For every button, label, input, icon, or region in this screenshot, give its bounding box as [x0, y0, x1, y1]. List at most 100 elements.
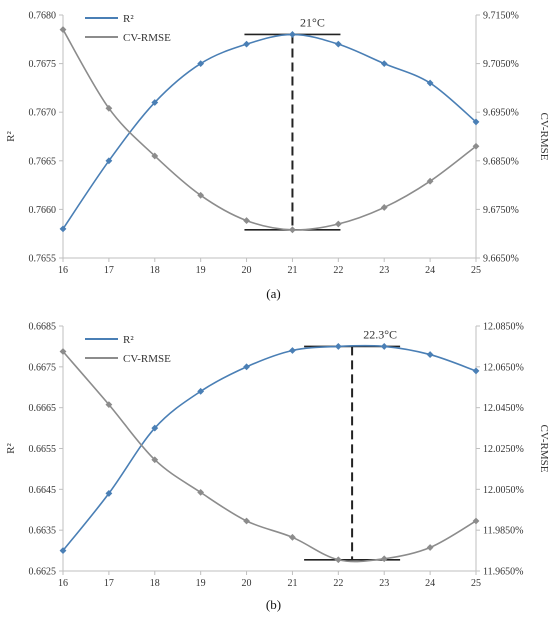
panel-b-cvrmse-point: [151, 456, 159, 464]
panel-a-r2-point: [472, 118, 480, 126]
panel-b-cvrmse-point: [289, 533, 296, 541]
panel-b-r2-point: [472, 367, 480, 375]
panel-b-y2-tick-label: 12.0250%: [483, 444, 524, 455]
panel-b-x-tick-label: 23: [379, 578, 389, 589]
panel-a-cvrmse-point: [472, 142, 480, 150]
panel-b-x-tick-label: 25: [471, 578, 481, 589]
panel-a-y2-tick-label: 9.6950%: [483, 108, 519, 119]
panel-b-cvrmse-point: [197, 488, 205, 496]
panel-a-cvrmse-point: [380, 204, 388, 211]
panel-a-cvrmse-point: [151, 152, 159, 160]
panel-b-y-tick-label: 0.6665: [29, 403, 57, 414]
panel-b-legend-cvrmse-label: CV-RMSE: [123, 353, 171, 365]
panel-a-r2-point: [380, 60, 388, 67]
panel-a-cvrmse-point: [289, 226, 296, 234]
panel-a-y2-tick-label: 9.7150%: [483, 11, 519, 22]
panel-b-x-tick-label: 21: [287, 578, 297, 589]
panel-a-cvrmse-point: [59, 26, 67, 33]
panel-b-y-tick-label: 0.6655: [29, 444, 57, 455]
panel-a-sublabel: (a): [266, 286, 280, 301]
panel-b-r2-point: [243, 363, 250, 371]
panel-b-x-tick-label: 18: [150, 578, 160, 589]
panel-b-y2-tick-label: 12.0050%: [483, 485, 524, 496]
panel-a-cvrmse-point: [334, 220, 342, 228]
panel-a-cvrmse-point: [197, 191, 205, 199]
panel-b-cvrmse-point: [380, 555, 388, 563]
panel-b-r2-line: [62, 344, 477, 552]
panel-b-cvrmse-point: [243, 517, 250, 525]
panel-b-r2-point: [380, 343, 388, 350]
panel-a-y-tick-label: 0.7670: [29, 108, 57, 119]
panel-a-x-tick-label: 23: [379, 265, 389, 276]
panel-a-y-tick-label: 0.7680: [29, 11, 57, 22]
panel-b-cvrmse-line: [62, 350, 477, 563]
panel-a-cvrmse-point: [105, 104, 113, 112]
panel-a-r2-point: [334, 40, 342, 48]
panel-b-sublabel: (b): [266, 597, 281, 612]
panel-a-cvrmse-point: [243, 217, 250, 224]
panel-a-legend-cvrmse-label: CV-RMSE: [123, 32, 171, 44]
panel-a-x-tick-label: 22: [333, 265, 343, 276]
panel-b-y-tick-label: 0.6645: [29, 485, 57, 496]
panel-a-x-tick-label: 18: [150, 265, 160, 276]
panel-a-r2-point: [105, 157, 113, 165]
panel-b-y2-axis-title: CV-RMSE: [538, 425, 550, 473]
panel-a-r2-point: [59, 225, 67, 233]
panel-b-x-tick-label: 20: [242, 578, 252, 589]
panel-a-y2-axis-title: CV-RMSE: [538, 113, 550, 161]
panel-a-x-tick-label: 21: [287, 265, 297, 276]
panel-b-y-tick-label: 0.6685: [29, 322, 57, 333]
panel-b-x-tick-label: 16: [58, 578, 68, 589]
panel-a-y-axis-title: R²: [5, 130, 17, 141]
panel-b-r2-point: [151, 424, 159, 432]
panel-a-x-tick-label: 20: [242, 265, 252, 276]
panel-b-y2-tick-label: 11.9650%: [483, 567, 523, 578]
panel-a-y2-tick-label: 9.6750%: [483, 205, 519, 216]
panel-b-r2-point: [59, 547, 67, 554]
panel-b-r2-point: [426, 351, 434, 358]
panel-b-y2-tick-label: 12.0850%: [483, 322, 524, 333]
panel-a-r2-point: [243, 40, 250, 48]
panel-a-r2-point: [289, 31, 296, 38]
panel-a-optimum-annotation: 21°C: [300, 15, 325, 29]
panel-a-y-tick-label: 0.7675: [29, 59, 57, 70]
panel-a-r2-point: [426, 79, 434, 87]
panel-a-y2-tick-label: 9.6850%: [483, 156, 519, 167]
panel-a-x-tick-label: 17: [104, 265, 114, 276]
panel-a-x-tick-label: 24: [425, 265, 435, 276]
panel-b-cvrmse-point: [472, 517, 480, 525]
panel-b-cvrmse-point: [105, 401, 113, 409]
panel-b-r2-point: [105, 490, 113, 497]
panel-b-r2-point: [334, 343, 342, 350]
panel-a-cvrmse-line: [62, 29, 477, 231]
panel-b-optimum-annotation: 22.3°C: [363, 327, 397, 341]
panel-b-x-tick-label: 19: [196, 578, 206, 589]
panel-b-x-tick-label: 17: [104, 578, 114, 589]
panel-a-r2-point: [151, 99, 159, 106]
panel-b-y2-tick-label: 12.0450%: [483, 403, 524, 414]
panel-a-y-tick-label: 0.7660: [29, 205, 57, 216]
panel-b-r2-point: [197, 387, 205, 395]
panel-a-r2-point: [197, 60, 205, 67]
panel-a-y2-tick-label: 9.6650%: [483, 254, 519, 265]
panel-a-x-tick-label: 25: [471, 265, 481, 276]
panel-a-y2-tick-label: 9.7050%: [483, 59, 519, 70]
panel-a-r2-line: [62, 33, 477, 230]
panel-b-cvrmse-point: [59, 348, 67, 355]
panel-b-x-tick-label: 22: [333, 578, 343, 589]
panel-b-y-tick-label: 0.6635: [29, 526, 57, 537]
panel-b-cvrmse-point: [426, 544, 434, 551]
panel-b-y-tick-label: 0.6625: [29, 567, 57, 578]
panel-b-y2-tick-label: 12.0650%: [483, 362, 524, 373]
panel-b-r2-point: [289, 347, 296, 354]
panel-a-legend-r2-label: R²: [123, 13, 134, 25]
panel-a-y-tick-label: 0.7665: [29, 156, 57, 167]
panel-b-legend-r2-label: R²: [123, 334, 134, 346]
panel-b-y2-tick-label: 11.9850%: [483, 526, 523, 537]
panel-a-x-tick-label: 19: [196, 265, 206, 276]
panel-b-cvrmse-point: [334, 556, 342, 564]
panel-b-y-axis-title: R²: [5, 442, 17, 453]
panel-b-x-tick-label: 24: [425, 578, 435, 589]
panel-a-y-tick-label: 0.7655: [29, 254, 57, 265]
